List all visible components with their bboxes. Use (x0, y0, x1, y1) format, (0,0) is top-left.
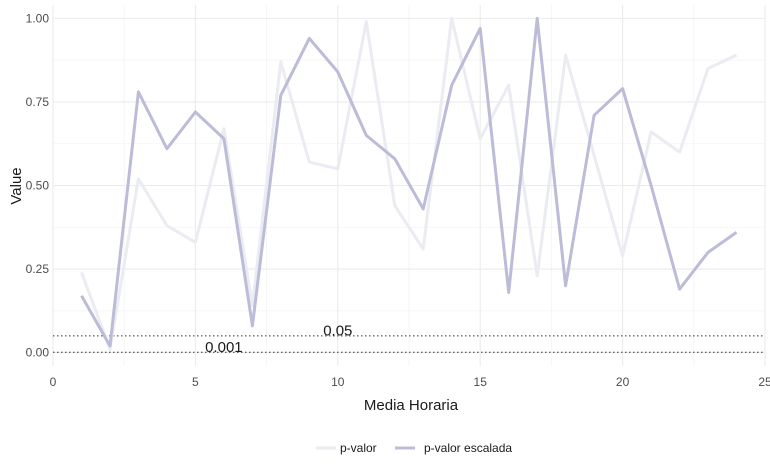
y-tick-label: 0.75 (26, 95, 50, 109)
y-tick-labels: 0.00 0.25 0.50 0.75 1.00 (26, 11, 50, 359)
legend: p-valor p-valor escalada (316, 441, 512, 455)
reference-lines: 0.05 0.001 (53, 322, 765, 356)
x-tick-label: 0 (50, 375, 57, 389)
series-line-1 (80, 16, 738, 351)
legend-label-1: p-valor (340, 441, 377, 455)
x-tick-label: 10 (331, 375, 345, 389)
reference-line-label: 0.001 (205, 339, 243, 356)
x-tick-label: 15 (474, 375, 488, 389)
y-tick-label: 1.00 (26, 11, 50, 25)
reference-line-label: 0.05 (323, 322, 352, 339)
y-tick-label: 0.25 (26, 262, 50, 276)
x-tick-label: 20 (616, 375, 630, 389)
x-axis-title: Media Horaria (364, 397, 459, 414)
x-tick-label: 25 (758, 375, 770, 389)
legend-label-2: p-valor escalada (424, 441, 512, 455)
x-tick-label: 5 (192, 375, 199, 389)
y-tick-label: 0.50 (26, 179, 50, 193)
series-line-2 (80, 16, 738, 348)
y-axis-title: Value (8, 167, 25, 204)
y-tick-label: 0.00 (26, 346, 50, 360)
x-tick-labels: 0 5 10 15 20 25 (50, 375, 770, 389)
series-lines (80, 16, 738, 351)
